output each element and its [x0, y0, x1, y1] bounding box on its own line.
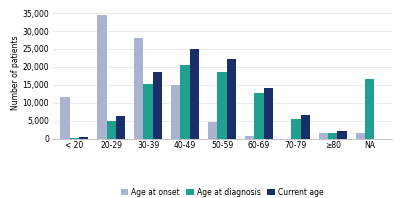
Bar [79, 137, 88, 139]
Bar [171, 85, 180, 139]
Bar [245, 136, 254, 139]
Bar [106, 121, 116, 139]
Bar [153, 71, 162, 139]
Bar [70, 138, 79, 139]
Legend: Age at onset, Age at diagnosis, Current age: Age at onset, Age at diagnosis, Current … [118, 185, 326, 198]
Bar [227, 59, 236, 139]
Bar [264, 88, 273, 139]
Bar [328, 133, 338, 139]
Bar [365, 79, 374, 139]
Bar [97, 15, 106, 139]
Bar [60, 97, 70, 139]
Bar [217, 71, 227, 139]
Y-axis label: Number of patients: Number of patients [11, 35, 20, 109]
Bar [356, 133, 365, 139]
Bar [116, 116, 125, 139]
Bar [208, 123, 217, 139]
Bar [338, 131, 347, 139]
Bar [300, 115, 310, 139]
Bar [319, 133, 328, 139]
Bar [180, 65, 190, 139]
Bar [254, 93, 264, 139]
Bar [291, 119, 300, 139]
Bar [190, 49, 199, 139]
Bar [144, 84, 153, 139]
Bar [134, 38, 144, 139]
